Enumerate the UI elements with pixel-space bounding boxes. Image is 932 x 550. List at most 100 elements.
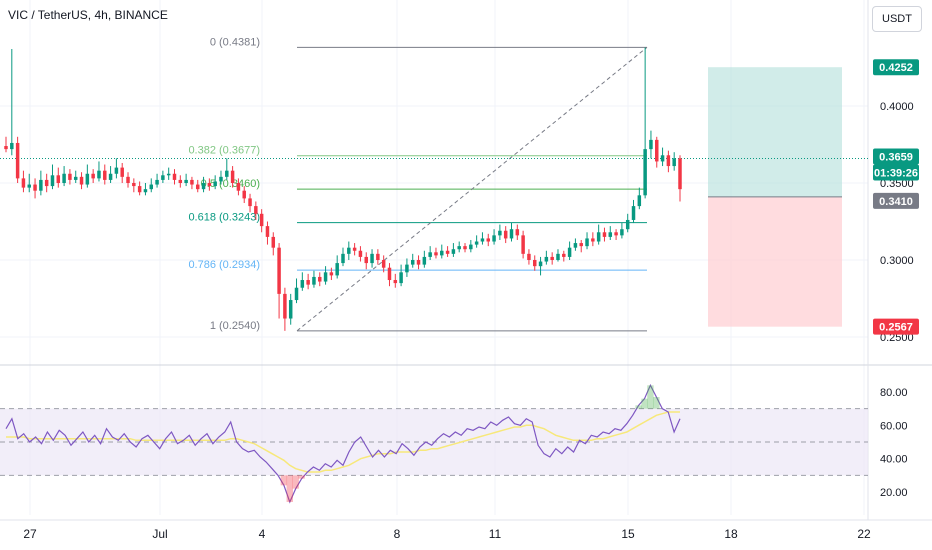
candle-body bbox=[39, 179, 43, 191]
candle-body bbox=[376, 253, 380, 260]
candle-body bbox=[538, 261, 543, 267]
candle-body bbox=[591, 238, 595, 242]
candle-body bbox=[347, 247, 351, 254]
candle-body bbox=[387, 267, 392, 281]
candle-body bbox=[649, 139, 653, 150]
candle-body bbox=[114, 167, 119, 174]
candle-body bbox=[370, 253, 374, 264]
candle-body bbox=[335, 263, 339, 276]
candle-body bbox=[79, 176, 84, 185]
candle-body bbox=[283, 293, 287, 319]
price-badge-label: 01:39:26 bbox=[874, 168, 918, 180]
time-axis-tick: 11 bbox=[489, 527, 502, 541]
candle-body bbox=[4, 146, 8, 150]
candle-body bbox=[259, 213, 264, 227]
candle-body bbox=[486, 238, 491, 242]
price-axis-tick: 0.3500 bbox=[880, 178, 914, 190]
fib-level-label: 0.618 (0.3243) bbox=[188, 212, 260, 224]
candle-body bbox=[637, 195, 642, 207]
candle-body bbox=[178, 179, 183, 183]
candle-body bbox=[625, 219, 630, 230]
candle-body bbox=[503, 230, 508, 239]
candle-body bbox=[492, 235, 496, 242]
candle-body bbox=[323, 272, 328, 282]
candle-body bbox=[352, 247, 357, 251]
candle-body bbox=[294, 287, 299, 301]
candle-body bbox=[91, 173, 95, 179]
candle-body bbox=[596, 232, 601, 242]
candle-body bbox=[312, 276, 316, 285]
candle-body bbox=[410, 260, 415, 265]
candle-body bbox=[300, 280, 305, 288]
price-badge-label: 0.2567 bbox=[879, 322, 913, 334]
candle-body bbox=[556, 253, 560, 260]
candle-body bbox=[318, 276, 322, 282]
candle-body bbox=[405, 264, 409, 273]
candle-body bbox=[434, 252, 438, 256]
time-axis-tick: 4 bbox=[259, 527, 266, 541]
candle-body bbox=[103, 170, 107, 180]
price-badge-label: 0.3410 bbox=[879, 196, 913, 208]
rsi-axis-tick: 40.00 bbox=[880, 454, 908, 466]
candle-body bbox=[120, 167, 124, 177]
candle-body bbox=[271, 236, 276, 248]
candle-body bbox=[50, 175, 55, 187]
candle-body bbox=[364, 256, 368, 264]
currency-button[interactable]: USDT bbox=[872, 6, 922, 32]
fib-level-label: 0 (0.4381) bbox=[210, 36, 260, 48]
candle-body bbox=[341, 253, 345, 264]
candle-body bbox=[68, 173, 72, 180]
candle-body bbox=[440, 250, 444, 256]
price-badge-bg bbox=[873, 164, 919, 181]
candle-body bbox=[21, 178, 26, 188]
candle-body bbox=[277, 247, 281, 294]
candle-body bbox=[236, 183, 241, 191]
candle-body bbox=[149, 184, 154, 190]
candle-body bbox=[416, 260, 421, 265]
candle-body bbox=[190, 179, 194, 185]
time-axis-tick: 27 bbox=[23, 527, 37, 541]
time-axis-tick: 22 bbox=[857, 527, 871, 541]
candle-body bbox=[509, 229, 514, 239]
candle-body bbox=[230, 170, 235, 183]
fib-trendline bbox=[296, 46, 648, 332]
candle-body bbox=[498, 230, 502, 236]
candle-body bbox=[132, 183, 136, 187]
candle-body bbox=[166, 173, 171, 176]
price-badge-label: 0.3659 bbox=[879, 152, 913, 164]
candle-body bbox=[195, 184, 200, 190]
candle-body bbox=[306, 280, 310, 285]
candle-body bbox=[521, 235, 525, 254]
candle-body bbox=[585, 238, 589, 247]
candle-body bbox=[242, 190, 246, 199]
candle-body bbox=[85, 173, 90, 185]
candle-body bbox=[608, 232, 613, 237]
rsi-axis-tick: 20.00 bbox=[880, 487, 908, 499]
price-badge-bg bbox=[873, 192, 919, 209]
time-axis-tick: Jul bbox=[152, 527, 167, 541]
candle-body bbox=[329, 272, 334, 276]
candle-body bbox=[399, 272, 403, 284]
candle-body bbox=[184, 179, 188, 183]
candle-body bbox=[579, 243, 583, 247]
candle-body bbox=[137, 186, 142, 193]
candle-body bbox=[474, 241, 479, 245]
candle-body bbox=[643, 149, 647, 196]
price-axis-tick: 0.2500 bbox=[880, 332, 914, 344]
candle-body bbox=[73, 176, 78, 180]
candle-body bbox=[126, 176, 130, 183]
candle-body bbox=[655, 139, 659, 162]
candle-body bbox=[660, 155, 665, 162]
candle-body bbox=[428, 252, 432, 257]
rsi-axis-tick: 60.00 bbox=[880, 420, 908, 432]
candle-body bbox=[265, 226, 270, 237]
fib-level-label: 1 (0.2540) bbox=[210, 320, 260, 332]
candle-body bbox=[527, 253, 531, 260]
price-badge-bg bbox=[873, 59, 919, 76]
candle-body bbox=[451, 249, 456, 254]
candle-body bbox=[544, 256, 549, 262]
candle-body bbox=[422, 256, 427, 265]
candle-body bbox=[445, 250, 450, 254]
